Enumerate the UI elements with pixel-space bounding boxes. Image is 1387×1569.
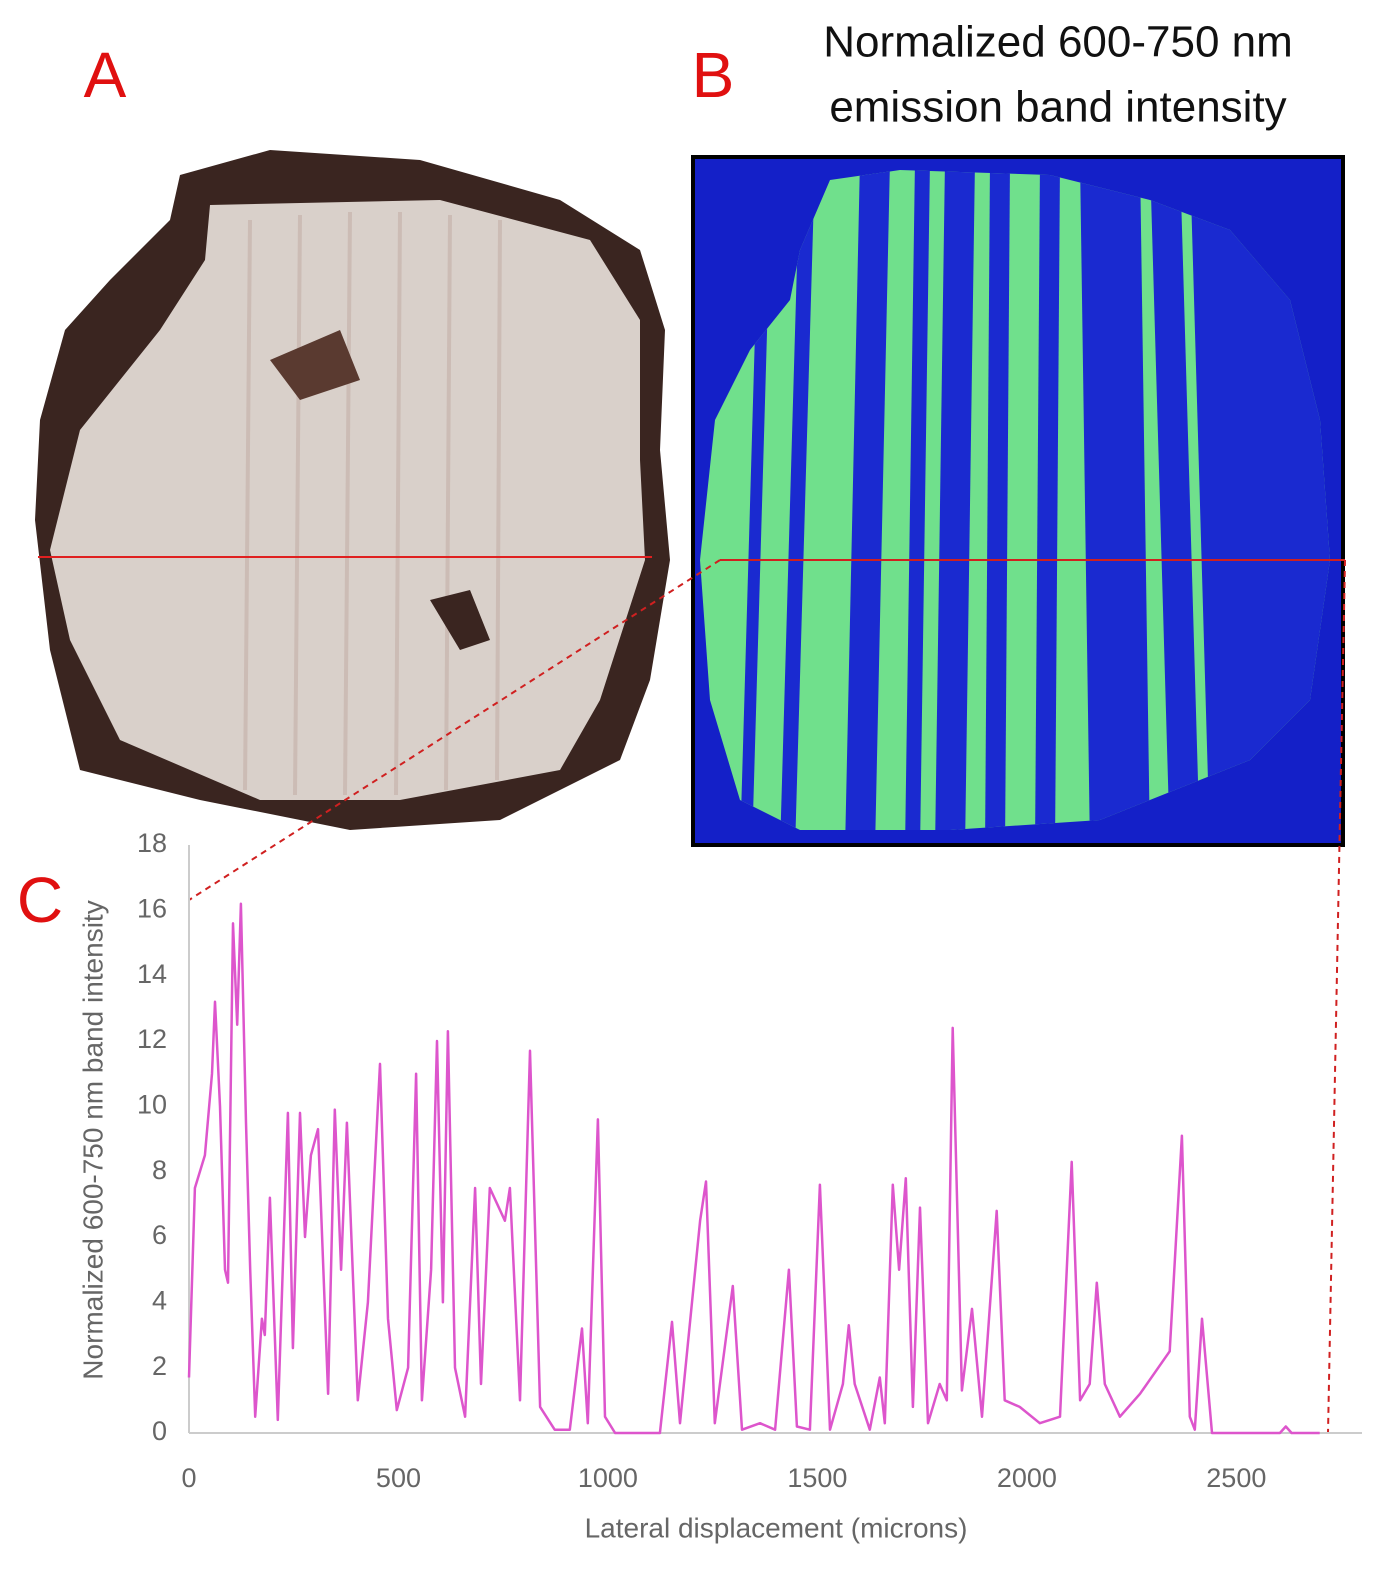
x-tick-label: 0 [181,1463,196,1493]
y-tick-label: 8 [152,1155,167,1185]
data-line [187,902,1320,1435]
y-tick-label: 18 [137,828,167,858]
y-tick-label: 0 [152,1416,167,1446]
y-axis-label: Normalized 600-750 nm band intensity [77,900,108,1379]
x-tick-label: 1000 [578,1463,638,1493]
x-tick-label: 2500 [1206,1463,1266,1493]
y-tick-label: 2 [152,1351,167,1381]
map-b [691,155,1345,847]
title: emission band intensity [829,83,1286,132]
y-tick-label: 10 [137,1089,167,1119]
photo-a [35,150,670,830]
y-tick-label: 12 [137,1024,167,1054]
x-axis-label: Lateral displacement (microns) [585,1512,968,1543]
y-tick-label: 6 [152,1220,167,1250]
connector [1327,559,1346,1434]
y-tick-label: 16 [137,893,167,923]
panel-label: C [17,864,63,936]
y-tick-label: 4 [152,1285,167,1315]
title: Normalized 600-750 nm [823,18,1293,67]
x-tick-label: 500 [376,1463,421,1493]
x-tick-label: 1500 [787,1463,847,1493]
x-tick-label: 2000 [997,1463,1057,1493]
panel-label: A [84,39,127,111]
y-tick-label: 14 [137,959,167,989]
panel-label: B [692,39,735,111]
